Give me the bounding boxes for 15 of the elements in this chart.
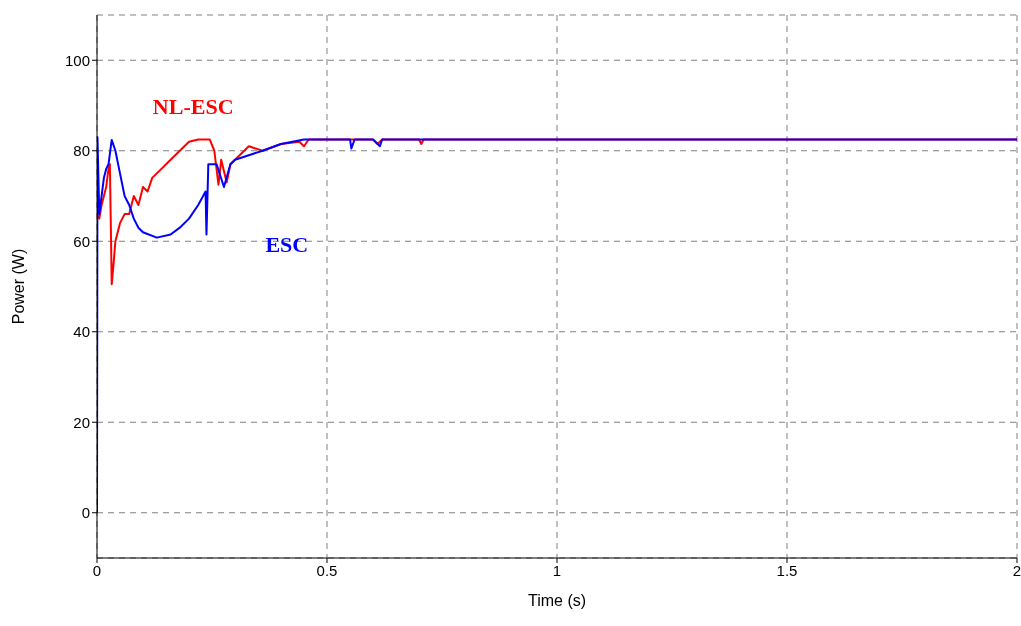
x-tick-label: 1 xyxy=(552,561,562,579)
x-tick-label: 0 xyxy=(92,561,102,579)
y-tick-label: 40 xyxy=(73,323,90,341)
y-tick-label: 60 xyxy=(73,232,90,250)
y-tick-label: 80 xyxy=(73,142,90,160)
x-tick-label: 1.5 xyxy=(776,561,798,579)
x-axis-title: Time (s) xyxy=(527,592,587,609)
y-tick-label: 0 xyxy=(81,504,90,522)
y-axis-title: Power (W) xyxy=(9,248,27,325)
series-label: NL-ESC xyxy=(152,94,234,120)
y-tick-label: 100 xyxy=(64,51,90,69)
text: ESC xyxy=(265,231,309,257)
x-tick-label: 0.5 xyxy=(316,561,338,579)
x-tick-label: 2 xyxy=(1012,561,1021,579)
y-tick-label: 20 xyxy=(73,413,90,431)
